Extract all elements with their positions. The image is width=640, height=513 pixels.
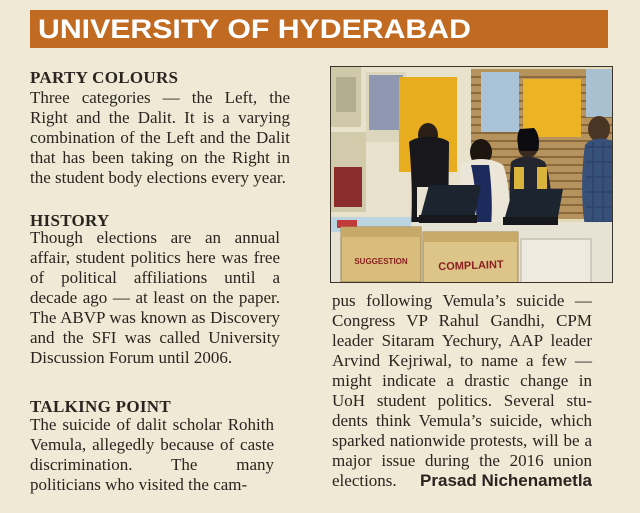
- svg-text:SUGGESTION: SUGGESTION: [354, 257, 408, 266]
- svg-text:COMPLAINT: COMPLAINT: [438, 259, 504, 273]
